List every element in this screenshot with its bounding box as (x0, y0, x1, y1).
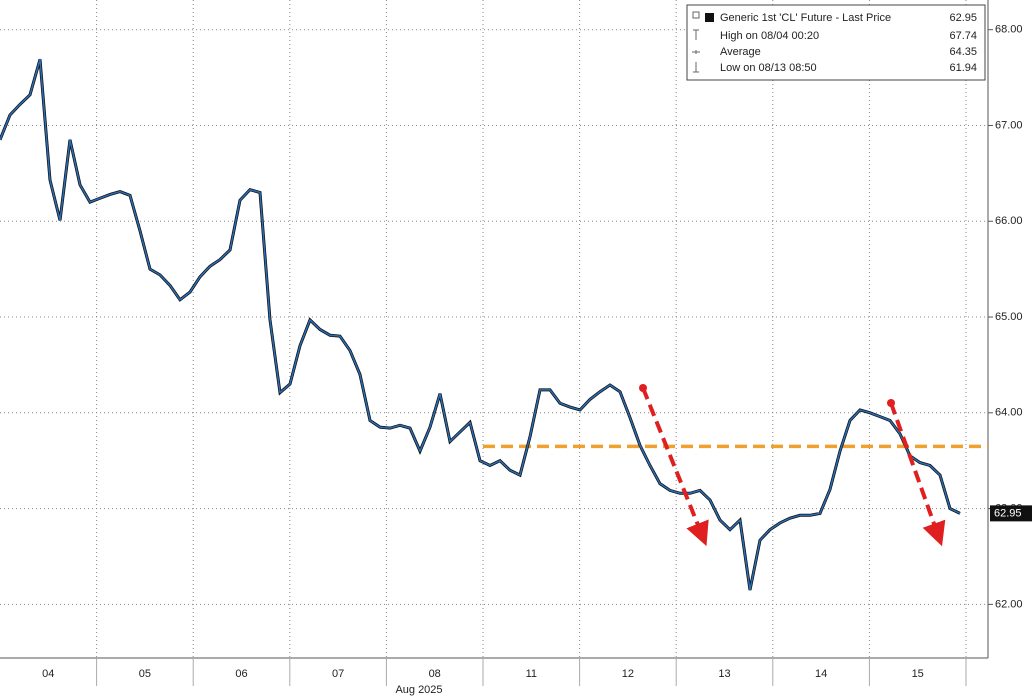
last-price-label: 62.95 (994, 507, 1022, 519)
legend-label: Generic 1st 'CL' Future - Last Price (720, 12, 891, 24)
x-tick-label: 04 (42, 668, 54, 680)
legend-value: 64.35 (949, 46, 977, 58)
x-tick-label: 05 (139, 668, 151, 680)
x-tick-label: 06 (235, 668, 247, 680)
price-line-shadow (0, 58, 961, 591)
x-tick-label: 13 (718, 668, 730, 680)
legend-label: High on 08/04 00:20 (720, 30, 819, 42)
legend-label: Average (720, 46, 761, 58)
y-tick-label: 62.00 (995, 598, 1023, 610)
legend-label: Low on 08/13 08:50 (720, 62, 817, 74)
y-tick-label: 67.00 (995, 119, 1023, 131)
legend-box (686, 4, 986, 81)
x-tick-label: 14 (815, 668, 827, 680)
y-tick-label: 66.00 (995, 215, 1023, 227)
legend: Generic 1st 'CL' Future - Last Price 62.… (686, 4, 986, 81)
last-price-tag (990, 505, 1032, 522)
x-tick-label: 12 (622, 668, 634, 680)
legend-value: 62.95 (949, 12, 977, 24)
price-line (0, 58, 961, 591)
x-tick-label: 15 (912, 668, 924, 680)
x-tick-label: 08 (429, 668, 441, 680)
arrow-start (639, 384, 647, 392)
legend-swatch (705, 13, 714, 22)
x-tick-label: 07 (332, 668, 344, 680)
x-tick-label: 11 (526, 668, 537, 680)
arrow (641, 387, 709, 547)
legend-value: 61.94 (949, 62, 977, 74)
arrow (889, 402, 946, 547)
y-tick-label: 68.00 (995, 24, 1023, 36)
y-tick-label: 65.00 (995, 311, 1023, 323)
arrow-start (887, 399, 895, 407)
x-axis-label: Aug 2025 (395, 684, 442, 696)
legend-value: 67.74 (949, 30, 977, 42)
y-tick-label: 64.00 (995, 407, 1023, 419)
legend-icons (692, 11, 700, 73)
